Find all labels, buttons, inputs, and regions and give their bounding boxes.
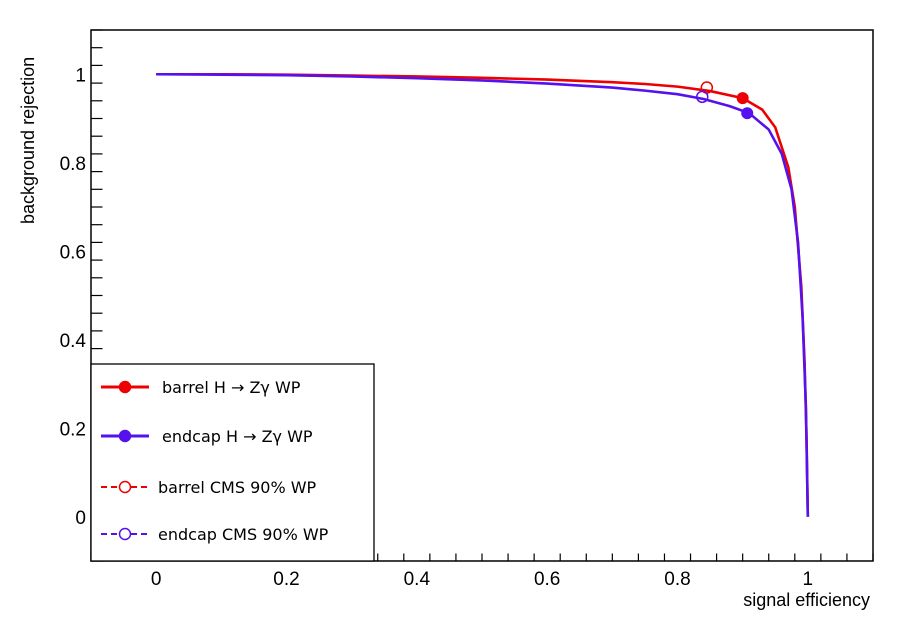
series-marker-filled-0 <box>736 92 749 105</box>
y-axis-title: background rejection <box>18 57 38 224</box>
x-tick-label: 0.4 <box>404 569 431 590</box>
plot-frame <box>90 29 874 562</box>
series-marker-filled-1 <box>741 107 754 120</box>
series-line-1 <box>156 72 810 517</box>
legend-box <box>90 363 375 562</box>
x-tick-label: 0 <box>151 569 162 590</box>
x-tick-label: 0.8 <box>664 569 690 590</box>
y-tick-label: 0.6 <box>60 242 86 263</box>
legend-marker-0 <box>118 380 132 394</box>
legend-label-3: endcap CMS 90% WP <box>158 525 329 544</box>
x-axis-title: signal efficiency <box>743 590 870 610</box>
y-tick-label: 0.8 <box>60 154 86 175</box>
series-marker-open-3 <box>696 90 709 104</box>
legend-label-2: barrel CMS 90% WP <box>158 478 317 497</box>
legend-marker-2 <box>118 480 132 494</box>
x-tick-label: 0.2 <box>273 569 299 590</box>
legend-marker-3 <box>118 527 132 541</box>
tick-labels: 0 0.2 0.4 0.6 0.8 1 0 0.2 0.4 0.6 0.8 1 <box>60 65 814 590</box>
series-curves <box>156 72 810 517</box>
legend-label-1: endcap H → Zγ WP <box>162 427 313 446</box>
y-tick-label: 1 <box>75 65 86 86</box>
y-tick-label: 0.4 <box>60 331 87 352</box>
y-tick-label: 0 <box>75 508 86 529</box>
x-tick-label: 1 <box>803 569 814 590</box>
legend-label-0: barrel H → Zγ WP <box>162 378 301 397</box>
x-tick-label: 0.6 <box>534 569 560 590</box>
y-tick-label: 0.2 <box>60 419 86 440</box>
legend-marker-1 <box>118 429 132 443</box>
series-markers <box>696 81 754 120</box>
legend: barrel H → Zγ WP endcap H → Zγ WP barrel C… <box>90 363 375 562</box>
